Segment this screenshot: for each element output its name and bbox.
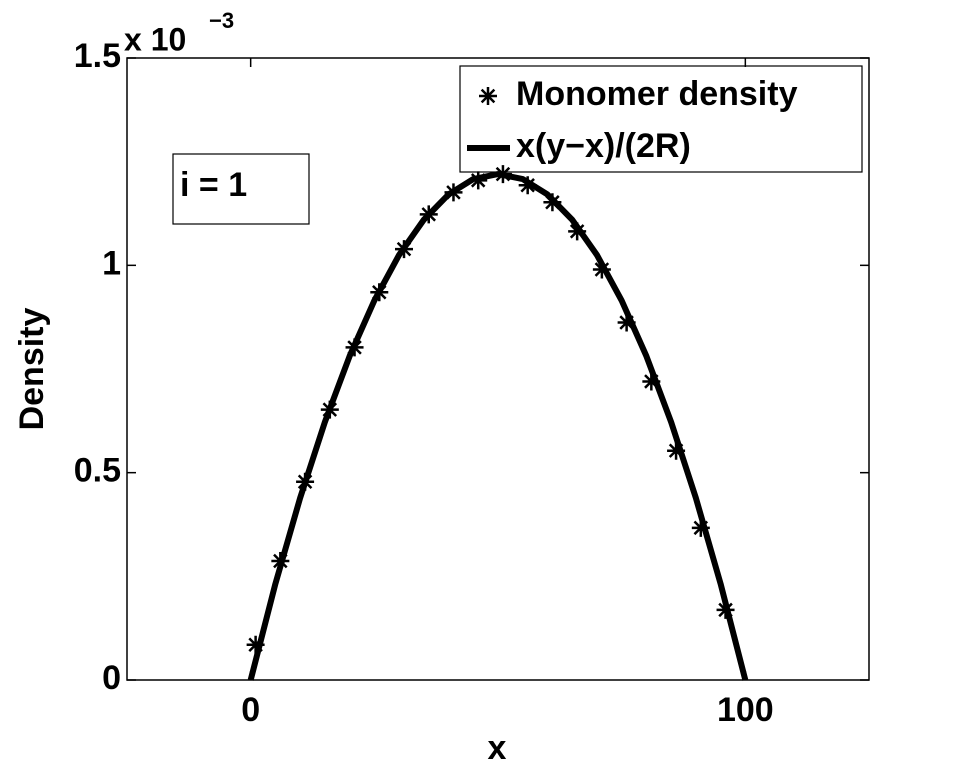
data-point bbox=[667, 441, 686, 460]
data-point bbox=[617, 313, 636, 332]
annotation-box bbox=[172, 153, 310, 225]
marker-stroke bbox=[691, 518, 710, 537]
legend-label: x(y−x)/(2R) bbox=[516, 127, 691, 165]
y-axis-label: Density bbox=[13, 308, 51, 431]
y-tick-label: 0.5 bbox=[74, 452, 121, 490]
legend-marker bbox=[479, 87, 497, 105]
y-tick-label: 1 bbox=[102, 244, 121, 282]
y-tick-label: 0 bbox=[102, 659, 121, 697]
marker-stroke bbox=[667, 441, 686, 460]
legend-label: Monomer density bbox=[516, 75, 798, 113]
legend-box bbox=[459, 65, 863, 173]
data-point bbox=[246, 635, 265, 654]
y-tick-label: 1.5 bbox=[74, 37, 121, 75]
x-axis-label: x bbox=[488, 729, 507, 767]
y-multiplier-exponent: −3 bbox=[209, 8, 234, 33]
y-multiplier: x 10 bbox=[124, 21, 186, 57]
data-line bbox=[247, 171, 749, 681]
data-point bbox=[691, 518, 710, 537]
x-tick-label: 0 bbox=[241, 691, 260, 729]
marker-stroke bbox=[479, 87, 497, 105]
marker-stroke bbox=[642, 372, 661, 391]
x-tick-label: 100 bbox=[717, 691, 774, 729]
annotation: i = 1 bbox=[180, 166, 247, 204]
marker-stroke bbox=[617, 313, 636, 332]
marker-stroke bbox=[246, 635, 265, 654]
plot-frame bbox=[126, 57, 870, 681]
data-point bbox=[642, 372, 661, 391]
